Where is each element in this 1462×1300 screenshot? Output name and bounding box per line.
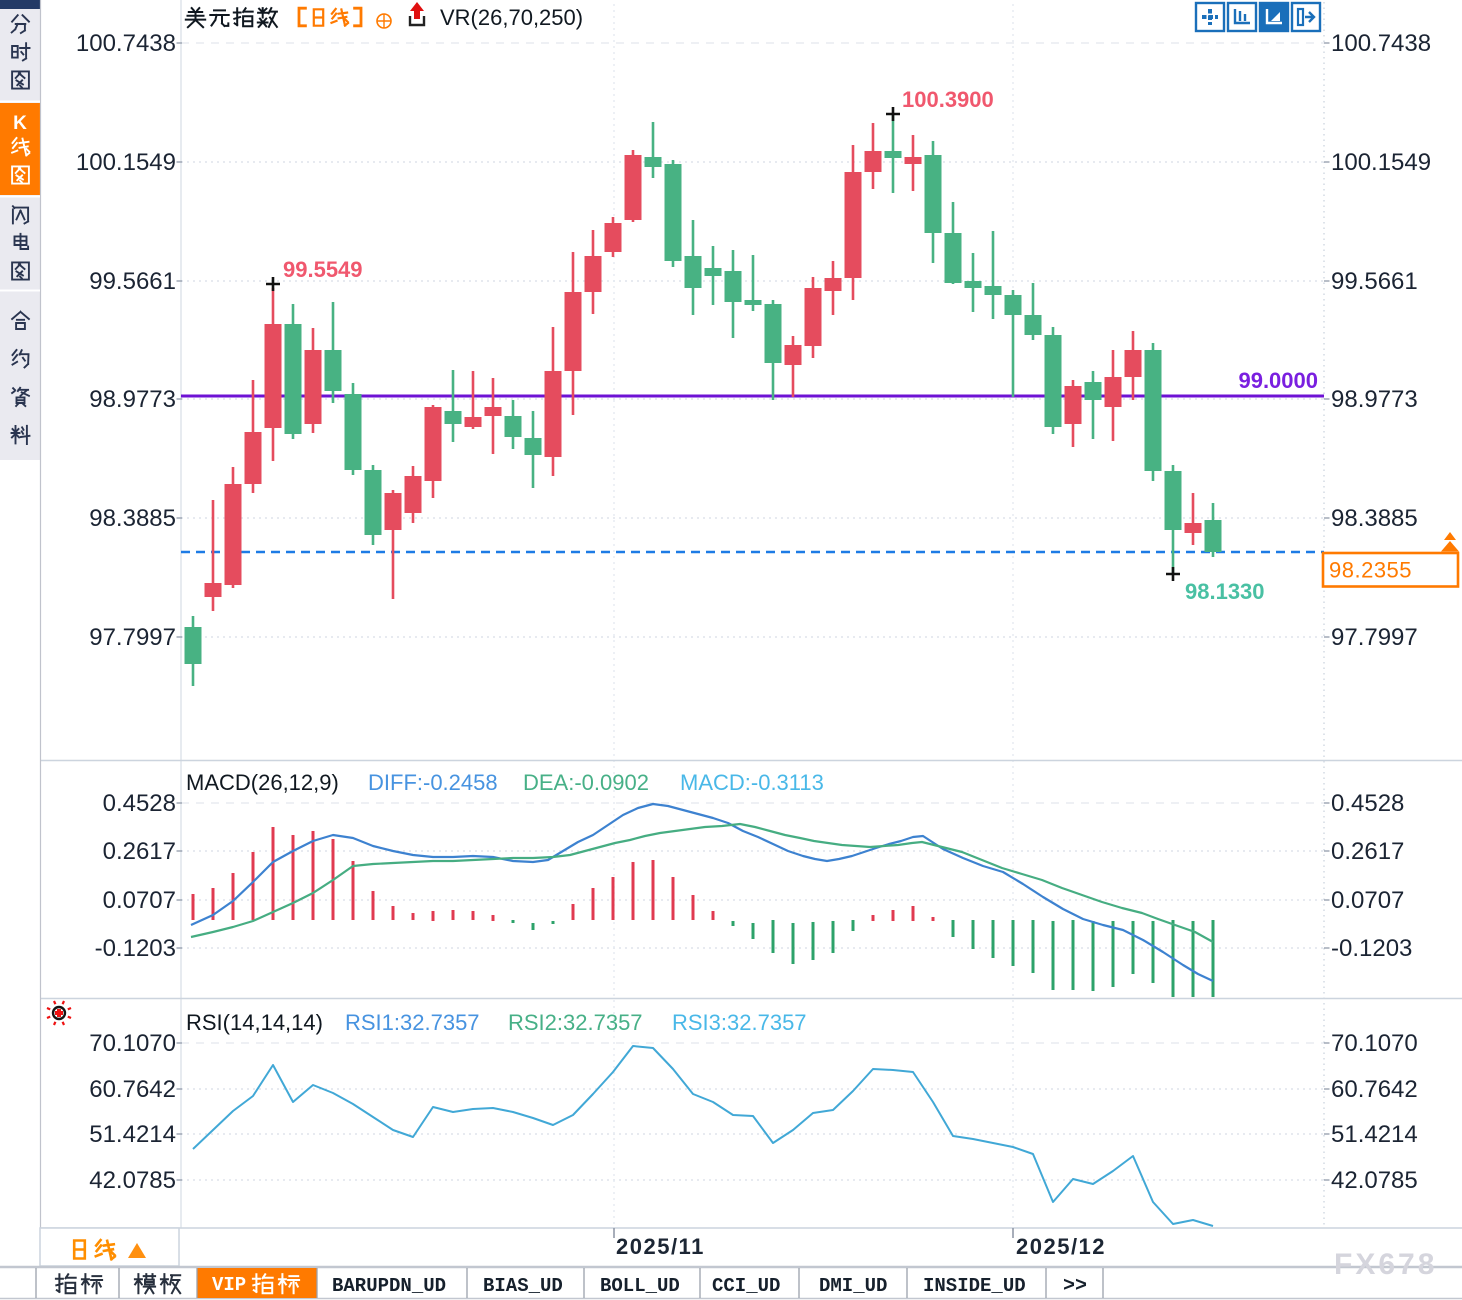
svg-text:51.4214: 51.4214 — [89, 1121, 176, 1148]
svg-text:98.9773: 98.9773 — [89, 386, 176, 413]
svg-text:42.0785: 42.0785 — [1331, 1167, 1418, 1194]
svg-text:42.0785: 42.0785 — [89, 1167, 176, 1194]
svg-text:CCI_UD: CCI_UD — [712, 1275, 780, 1297]
svg-text:0.0707: 0.0707 — [103, 887, 176, 914]
svg-text:BARUPDN_UD: BARUPDN_UD — [332, 1275, 446, 1297]
svg-text:INSIDE_UD: INSIDE_UD — [923, 1275, 1026, 1297]
svg-text:VIP: VIP — [212, 1274, 246, 1296]
svg-text:2025/11: 2025/11 — [616, 1234, 705, 1259]
svg-text:-0.1203: -0.1203 — [95, 935, 176, 962]
svg-text:0.4528: 0.4528 — [1331, 790, 1404, 817]
svg-text:FX678: FX678 — [1334, 1248, 1437, 1281]
svg-text:2025/12: 2025/12 — [1016, 1234, 1106, 1259]
svg-text:DIFF:-0.2458: DIFF:-0.2458 — [368, 770, 498, 795]
svg-text:99.5549: 99.5549 — [283, 257, 363, 282]
svg-text:RSI2:32.7357: RSI2:32.7357 — [508, 1010, 643, 1035]
svg-text:60.7642: 60.7642 — [1331, 1076, 1418, 1103]
svg-text:MACD:-0.3113: MACD:-0.3113 — [680, 770, 824, 795]
svg-text:100.7438: 100.7438 — [76, 30, 176, 57]
svg-text:98.3885: 98.3885 — [89, 505, 176, 532]
svg-text:100.3900: 100.3900 — [902, 87, 994, 112]
svg-text:99.5661: 99.5661 — [1331, 268, 1418, 295]
svg-text:100.1549: 100.1549 — [76, 149, 176, 176]
svg-text:98.1330: 98.1330 — [1185, 579, 1265, 604]
svg-text:>>: >> — [1063, 1275, 1087, 1298]
svg-text:100.1549: 100.1549 — [1331, 149, 1431, 176]
svg-text:97.7997: 97.7997 — [89, 624, 176, 651]
svg-text:98.9773: 98.9773 — [1331, 386, 1418, 413]
svg-text:99.0000: 99.0000 — [1238, 368, 1318, 393]
svg-text:RSI(14,14,14): RSI(14,14,14) — [186, 1010, 323, 1035]
svg-text:-0.1203: -0.1203 — [1331, 935, 1412, 962]
svg-text:99.5661: 99.5661 — [89, 268, 176, 295]
svg-text:98.2355: 98.2355 — [1329, 558, 1412, 583]
svg-text:MACD(26,12,9): MACD(26,12,9) — [186, 770, 339, 795]
svg-text:DEA:-0.0902: DEA:-0.0902 — [523, 770, 649, 795]
svg-text:K: K — [13, 113, 27, 134]
svg-text:0.2617: 0.2617 — [1331, 838, 1404, 865]
svg-text:70.1070: 70.1070 — [89, 1030, 176, 1057]
svg-text:0.2617: 0.2617 — [103, 838, 176, 865]
svg-text:RSI3:32.7357: RSI3:32.7357 — [672, 1010, 807, 1035]
svg-text:DMI_UD: DMI_UD — [819, 1275, 887, 1297]
svg-text:100.7438: 100.7438 — [1331, 30, 1431, 57]
svg-text:BOLL_UD: BOLL_UD — [600, 1275, 680, 1297]
svg-text:70.1070: 70.1070 — [1331, 1030, 1418, 1057]
svg-text:98.3885: 98.3885 — [1331, 505, 1418, 532]
svg-text:51.4214: 51.4214 — [1331, 1121, 1418, 1148]
svg-text:97.7997: 97.7997 — [1331, 624, 1418, 651]
svg-text:BIAS_UD: BIAS_UD — [483, 1275, 563, 1297]
svg-text:RSI1:32.7357: RSI1:32.7357 — [345, 1010, 480, 1035]
svg-text:60.7642: 60.7642 — [89, 1076, 176, 1103]
svg-text:0.0707: 0.0707 — [1331, 887, 1404, 914]
svg-text:VR(26,70,250): VR(26,70,250) — [440, 5, 583, 30]
svg-text:0.4528: 0.4528 — [103, 790, 176, 817]
